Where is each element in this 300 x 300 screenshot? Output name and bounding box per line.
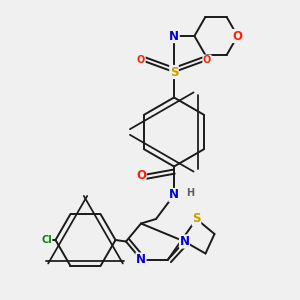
Text: O: O [232,29,243,43]
Text: N: N [169,29,179,43]
Text: Cl: Cl [41,235,52,245]
Text: O: O [136,169,146,182]
Text: N: N [179,235,190,248]
Text: O: O [203,55,211,65]
Text: N: N [169,188,179,202]
Text: H: H [186,188,195,199]
Text: S: S [170,65,178,79]
Text: O: O [137,55,145,65]
Text: S: S [192,212,201,226]
Text: N: N [136,253,146,266]
Text: N: N [169,29,179,43]
